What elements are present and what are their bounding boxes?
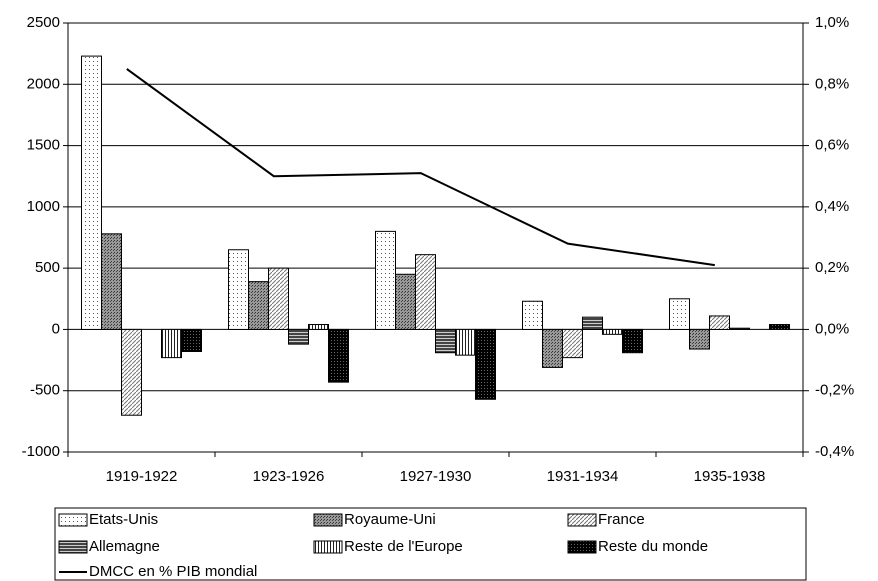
bar [602, 328, 623, 335]
bar [375, 230, 396, 330]
bar [562, 328, 583, 359]
bar [181, 328, 202, 352]
y2-tick-label: 0,4% [815, 198, 849, 215]
bar [308, 324, 329, 330]
bar [622, 328, 643, 354]
bar [435, 328, 456, 354]
bar [669, 298, 690, 330]
y-tick-label: 500 [35, 259, 60, 276]
bar [328, 328, 349, 383]
x-tick-label: 1931-1934 [547, 468, 619, 485]
legend-label: Etats-Unis [89, 511, 158, 528]
legend-swatch [567, 513, 597, 527]
bar [121, 328, 142, 416]
x-tick-label: 1927-1930 [400, 468, 472, 485]
legend-swatch [567, 540, 597, 554]
y2-tick-label: -0,4% [815, 443, 854, 460]
legend-label: Reste de l'Europe [344, 538, 463, 555]
legend-label: Reste du monde [598, 538, 708, 555]
legend-label: Allemagne [89, 538, 160, 555]
y-tick-label: -1000 [22, 443, 60, 460]
bar [395, 273, 416, 330]
y-tick-label: 1000 [27, 198, 60, 215]
y-tick-label: -500 [30, 382, 60, 399]
y-tick-label: 2500 [27, 14, 60, 31]
legend-swatch [313, 540, 343, 554]
bar [582, 316, 603, 330]
legend-swatch [58, 540, 88, 554]
bar [228, 249, 249, 330]
bar [415, 254, 436, 330]
legend-swatch [58, 513, 88, 527]
bar [729, 327, 750, 330]
y2-tick-label: 0,8% [815, 75, 849, 92]
bar [248, 281, 269, 330]
bar [522, 300, 543, 330]
bar [288, 328, 309, 345]
y-tick-label: 2000 [27, 75, 60, 92]
y2-tick-label: 1,0% [815, 14, 849, 31]
y-tick-label: 0 [52, 320, 60, 337]
bar [689, 328, 710, 350]
legend-label: DMCC en % PIB mondial [89, 563, 257, 580]
legend-label: Royaume-Uni [344, 511, 436, 528]
bar [268, 267, 289, 330]
line-series [126, 68, 715, 267]
y2-tick-label: -0,2% [815, 382, 854, 399]
x-tick-label: 1919-1922 [106, 468, 178, 485]
y2-tick-label: 0,0% [815, 320, 849, 337]
bar [475, 328, 496, 400]
x-tick-label: 1923-1926 [253, 468, 325, 485]
bar [709, 315, 730, 330]
x-tick-label: 1935-1938 [694, 468, 766, 485]
y2-tick-label: 0,2% [815, 259, 849, 276]
bar [161, 328, 182, 359]
y2-tick-label: 0,6% [815, 137, 849, 154]
bar [769, 324, 790, 330]
bar [542, 328, 563, 368]
bar [455, 328, 476, 356]
y-tick-label: 1500 [27, 137, 60, 154]
bar [101, 233, 122, 330]
bar [81, 55, 102, 330]
legend-box [54, 507, 807, 581]
legend-swatch [313, 513, 343, 527]
legend-label: France [598, 511, 645, 528]
